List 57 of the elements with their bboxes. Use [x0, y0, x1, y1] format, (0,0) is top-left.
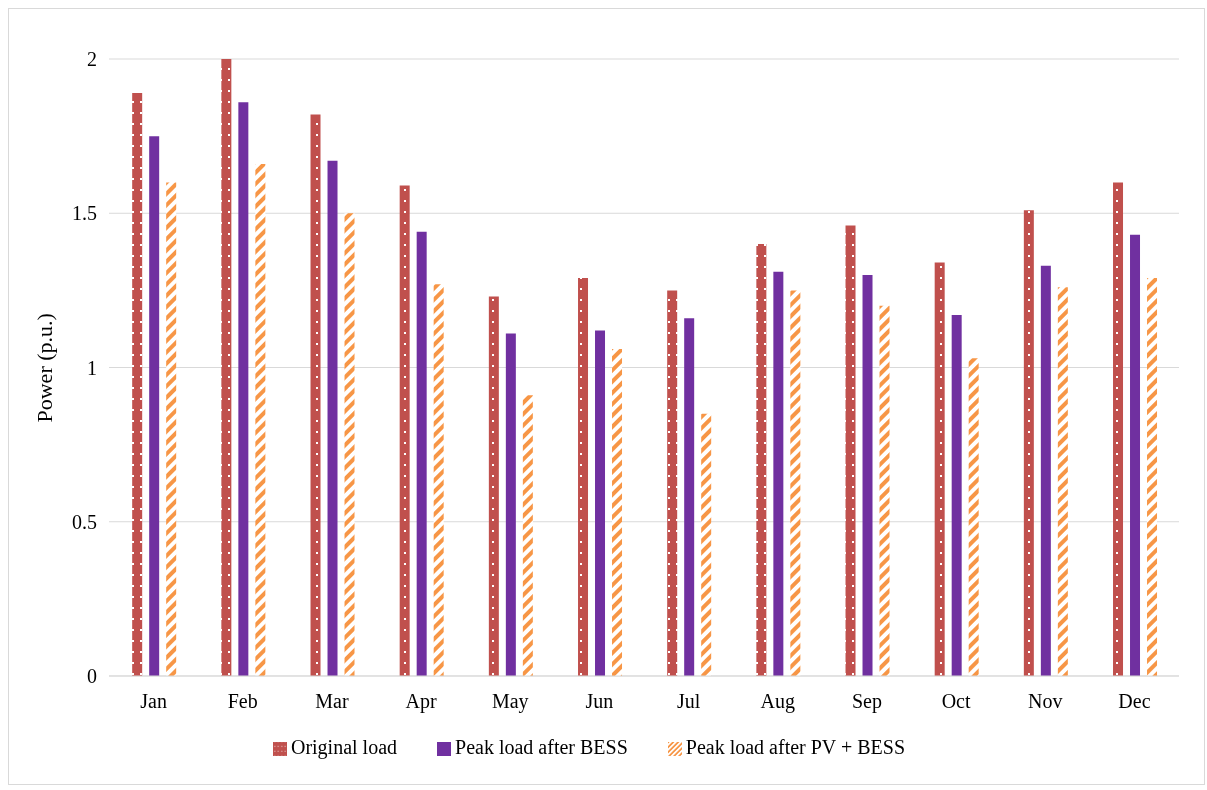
legend-label: Peak load after PV + BESS	[685, 736, 906, 758]
bar	[879, 305, 890, 676]
x-tick-label: Jun	[585, 690, 614, 713]
y-tick-label: 0	[87, 665, 97, 688]
bar	[862, 274, 873, 676]
x-tick-label: May	[491, 690, 529, 714]
bar	[934, 262, 945, 676]
x-tick-label: Dec	[1118, 690, 1151, 713]
legend-label: Original load	[290, 736, 398, 758]
bar	[488, 296, 499, 676]
bar	[684, 318, 695, 676]
bar	[1147, 278, 1158, 676]
bar	[221, 59, 232, 676]
bar	[595, 330, 606, 676]
bar	[578, 278, 589, 676]
bar	[399, 185, 410, 676]
bar	[505, 333, 516, 676]
bar	[132, 92, 143, 676]
y-axis-title: Power (p.u.)	[31, 313, 57, 423]
bar	[238, 102, 249, 676]
x-tick-label: Nov	[1028, 690, 1063, 713]
legend-label: Peak load after BESS	[455, 736, 628, 758]
bar	[166, 182, 177, 676]
bar	[310, 114, 321, 676]
bar	[344, 213, 355, 676]
bar	[845, 225, 856, 676]
bar	[1113, 182, 1124, 676]
bar	[667, 290, 678, 676]
bar	[756, 244, 767, 676]
y-tick-label: 1	[87, 356, 97, 379]
bar	[522, 395, 533, 676]
y-tick-label: 0.5	[72, 510, 97, 533]
bar	[790, 290, 801, 676]
bar	[701, 413, 712, 676]
x-tick-label: Sep	[851, 690, 882, 714]
bar	[327, 160, 338, 676]
x-tick-label: Apr	[405, 690, 437, 714]
x-tick-label: Jan	[140, 690, 167, 713]
bar	[416, 231, 427, 676]
bar	[612, 348, 623, 676]
bar	[1040, 265, 1051, 676]
bar	[433, 284, 444, 676]
bar	[149, 136, 160, 676]
bar	[1023, 210, 1034, 676]
x-tick-label: Aug	[760, 690, 795, 714]
y-tick-label: 1.5	[72, 202, 97, 225]
bar	[773, 271, 784, 676]
bar	[951, 315, 962, 676]
x-tick-label: Oct	[941, 690, 971, 713]
bar	[968, 358, 979, 676]
bar	[1057, 287, 1068, 676]
y-tick-label: 2	[87, 48, 97, 71]
x-tick-label: Mar	[315, 690, 349, 713]
x-tick-label: Jul	[676, 690, 701, 713]
x-tick-label: Feb	[227, 690, 258, 713]
bar	[255, 163, 266, 676]
bar	[1130, 234, 1141, 676]
